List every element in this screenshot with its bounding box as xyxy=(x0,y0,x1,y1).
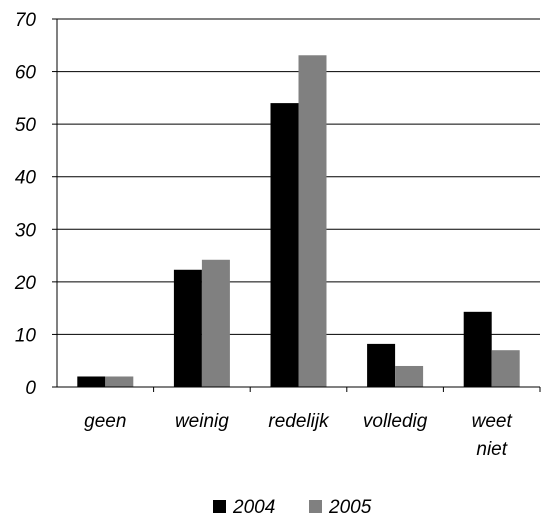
x-tick-label: volledig xyxy=(363,411,428,432)
x-tick-label: weet xyxy=(472,411,513,432)
bar-2005 xyxy=(395,365,424,387)
y-tick-label: 70 xyxy=(15,10,37,31)
axes xyxy=(52,18,541,392)
bar-2005 xyxy=(491,350,520,387)
y-tick-label: 60 xyxy=(15,63,37,84)
bar-2004 xyxy=(173,269,202,387)
legend-swatch-2004 xyxy=(213,500,226,513)
legend-label: 2005 xyxy=(328,497,372,518)
bar-2005 xyxy=(201,259,230,387)
legend-label: 2004 xyxy=(232,497,275,518)
x-tick-label: redelijk xyxy=(268,411,330,432)
legend: 2004 2005 xyxy=(213,497,372,518)
bar-2004 xyxy=(463,311,492,387)
y-tick-label: 30 xyxy=(15,220,37,241)
bar-2004 xyxy=(270,103,299,387)
x-tick-label: geen xyxy=(84,411,126,432)
bar-2004 xyxy=(367,343,396,387)
y-tick-label: 20 xyxy=(14,273,37,294)
y-tick-label: 10 xyxy=(15,325,37,346)
x-tick-label: niet xyxy=(476,439,507,460)
bar-2004 xyxy=(77,376,106,387)
y-tick-label: 50 xyxy=(15,115,37,136)
y-tick-label: 40 xyxy=(15,168,37,189)
y-tick-label: 0 xyxy=(25,378,36,399)
bars xyxy=(77,55,520,387)
bar-2005 xyxy=(105,376,134,387)
x-tick-label: weinig xyxy=(175,411,229,432)
bar-2005 xyxy=(298,55,327,387)
legend-swatch-2005 xyxy=(309,500,322,513)
tick-labels: 0 10 20 30 40 50 60 70 geen weinig redelijk volledi… xyxy=(14,10,513,460)
